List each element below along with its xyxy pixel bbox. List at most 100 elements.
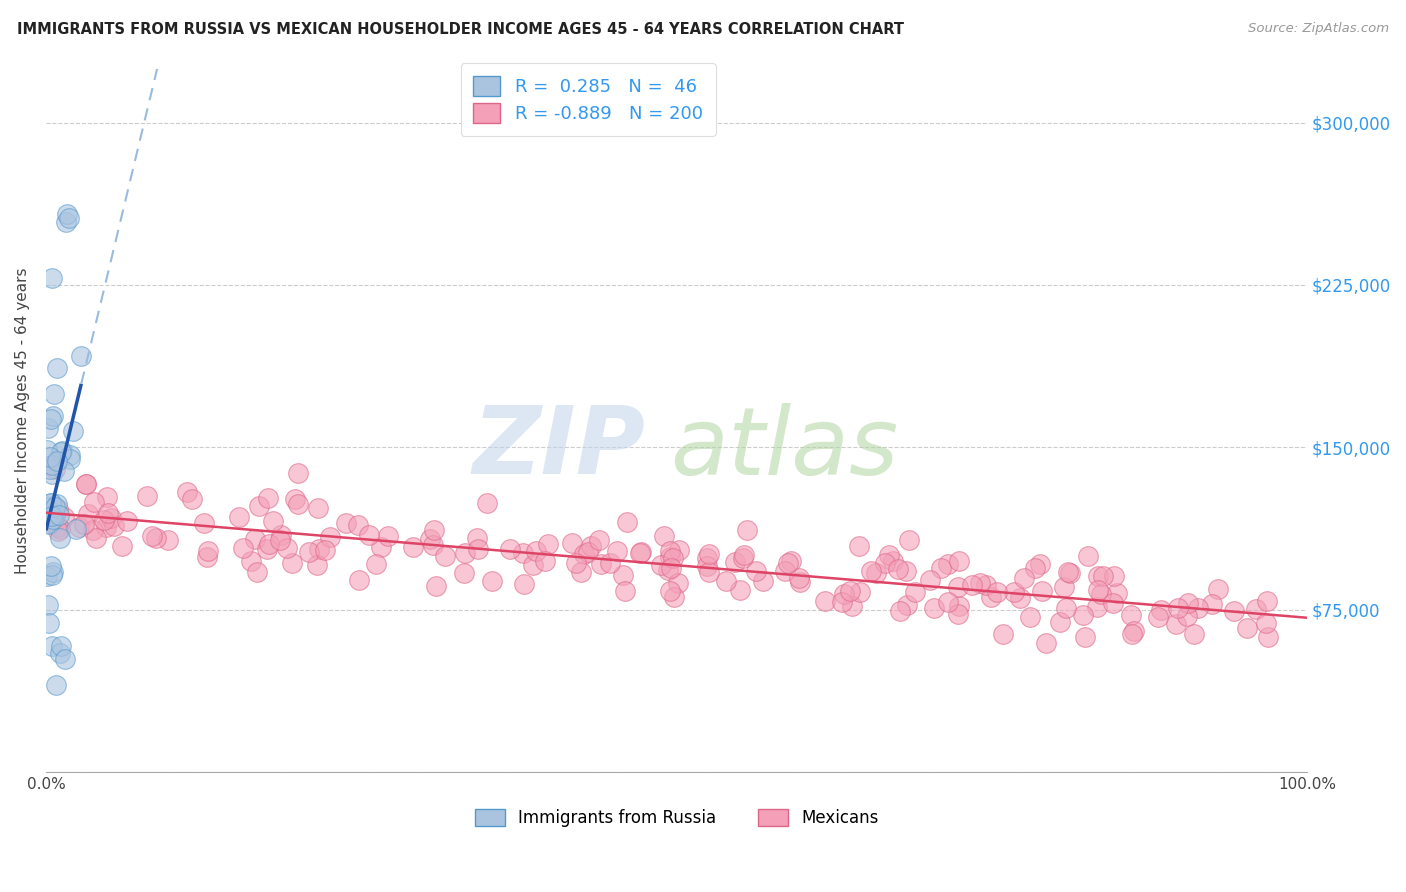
Point	[52, 510, 75, 524]
Point	[773, 565, 796, 579]
Point	[48, 508, 70, 522]
Point	[38, 516, 60, 530]
Point	[53, 464, 76, 478]
Point	[879, 548, 901, 562]
Point	[46, 502, 69, 516]
Point	[986, 585, 1008, 599]
Point	[42, 387, 65, 401]
Point	[1024, 561, 1046, 575]
Point	[195, 550, 218, 565]
Point	[1182, 626, 1205, 640]
Point	[42, 512, 65, 526]
Point	[1201, 597, 1223, 611]
Point	[475, 496, 498, 510]
Point	[136, 489, 159, 503]
Point	[419, 533, 441, 547]
Point	[422, 538, 444, 552]
Point	[1085, 599, 1108, 614]
Point	[239, 554, 262, 568]
Point	[1092, 569, 1115, 583]
Point	[1087, 568, 1109, 582]
Point	[918, 573, 941, 587]
Point	[249, 499, 271, 513]
Point	[193, 516, 215, 531]
Point	[789, 574, 811, 589]
Point	[176, 485, 198, 500]
Point	[308, 541, 330, 556]
Point	[728, 583, 751, 598]
Point	[46, 496, 69, 510]
Point	[41, 640, 63, 654]
Point	[45, 678, 67, 692]
Point	[41, 271, 63, 285]
Point	[659, 560, 682, 574]
Point	[991, 627, 1014, 641]
Point	[1053, 580, 1076, 594]
Point	[659, 544, 682, 558]
Point	[591, 557, 613, 571]
Point	[402, 541, 425, 555]
Point	[84, 531, 107, 545]
Point	[980, 591, 1002, 605]
Point	[697, 566, 720, 580]
Point	[1257, 630, 1279, 644]
Point	[269, 533, 291, 548]
Point	[37, 569, 59, 583]
Point	[38, 461, 60, 475]
Point	[1073, 608, 1095, 623]
Point	[53, 652, 76, 666]
Point	[481, 574, 503, 588]
Point	[298, 545, 321, 559]
Point	[359, 528, 381, 542]
Point	[246, 565, 269, 579]
Point	[56, 206, 79, 220]
Point	[839, 584, 862, 599]
Point	[865, 566, 887, 581]
Point	[579, 539, 602, 553]
Point	[512, 546, 534, 560]
Legend: Immigrants from Russia, Mexicans: Immigrants from Russia, Mexicans	[468, 803, 884, 834]
Point	[936, 558, 959, 572]
Point	[664, 590, 686, 604]
Point	[117, 514, 139, 528]
Point	[45, 454, 67, 468]
Point	[77, 508, 100, 522]
Point	[1206, 582, 1229, 597]
Point	[969, 575, 991, 590]
Point	[948, 599, 970, 614]
Point	[606, 544, 628, 558]
Point	[903, 584, 925, 599]
Point	[787, 571, 810, 585]
Point	[270, 528, 292, 542]
Point	[46, 361, 69, 376]
Point	[39, 412, 62, 426]
Point	[228, 509, 250, 524]
Point	[370, 540, 392, 554]
Point	[1035, 636, 1057, 650]
Point	[1087, 583, 1109, 598]
Point	[859, 564, 882, 578]
Point	[1123, 624, 1146, 638]
Point	[93, 513, 115, 527]
Point	[1223, 604, 1246, 618]
Point	[612, 568, 634, 582]
Point	[110, 539, 132, 553]
Point	[832, 587, 855, 601]
Point	[49, 522, 72, 536]
Point	[49, 531, 72, 545]
Point	[287, 467, 309, 481]
Point	[37, 500, 59, 515]
Point	[180, 491, 202, 506]
Point	[1029, 558, 1052, 572]
Point	[1054, 600, 1077, 615]
Point	[67, 520, 90, 534]
Point	[156, 533, 179, 547]
Text: Source: ZipAtlas.com: Source: ZipAtlas.com	[1249, 22, 1389, 36]
Point	[1150, 603, 1173, 617]
Point	[1187, 601, 1209, 615]
Point	[48, 520, 70, 534]
Point	[1102, 596, 1125, 610]
Point	[256, 541, 278, 556]
Point	[49, 646, 72, 660]
Point	[49, 444, 72, 458]
